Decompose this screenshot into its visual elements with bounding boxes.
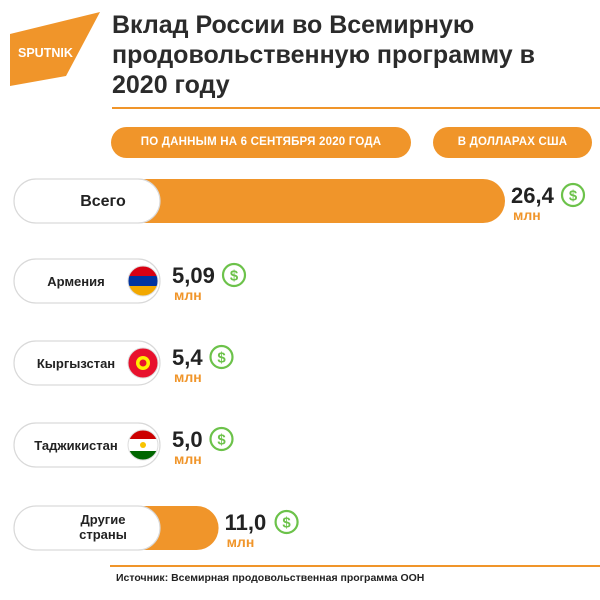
dollar-circle-icon [209, 426, 234, 452]
value-label-4: 11,0 [225, 510, 267, 535]
logo-shape [10, 12, 100, 86]
currency-badge: В ДОЛЛАРАХ США [433, 127, 592, 158]
category-pill-2 [13, 340, 161, 386]
tajikistan-flag-icon [127, 429, 159, 461]
category-label-1: Армения [47, 274, 104, 289]
category-pill-4 [13, 505, 161, 551]
armenia-flag-icon [127, 265, 159, 297]
kyrgyzstan-flag-icon [127, 347, 159, 379]
dollar-circle-icon [560, 182, 586, 208]
title-divider [112, 107, 600, 109]
date-badge: ПО ДАННЫМ НА 6 СЕНТЯБРЯ 2020 ГОДА [111, 127, 411, 158]
category-label-3: Таджикистан [34, 438, 117, 453]
dollar-sign-icon: $ [217, 350, 226, 367]
unit-label-0: млн [513, 207, 541, 223]
dollar-sign-icon: $ [569, 188, 578, 205]
dollar-circle-icon [274, 509, 299, 535]
dollar-sign-icon: $ [282, 515, 291, 532]
category-pill-3 [13, 422, 161, 468]
sputnik-logo: SPUTNIK [10, 12, 100, 86]
page-title: Вклад России во Всемирную продовольствен… [112, 11, 535, 99]
dollar-sign-icon: $ [230, 268, 239, 285]
category-label-2: Кыргызстан [37, 356, 115, 371]
source-note: Источник: Всемирная продовольственная пр… [116, 572, 425, 584]
unit-label-3: млн [174, 451, 202, 467]
value-label-3: 5,0 [172, 427, 203, 452]
unit-label-2: млн [174, 369, 202, 385]
value-label-2: 5,4 [172, 345, 203, 370]
unit-label-1: млн [174, 287, 202, 303]
dollar-circle-icon [221, 262, 247, 288]
dollar-circle-icon [209, 344, 234, 370]
value-label-1: 5,09 [172, 263, 215, 288]
footer-divider [110, 565, 600, 567]
logo-text: SPUTNIK [18, 46, 73, 60]
category-label-0: Всего [80, 193, 126, 210]
dollar-sign-icon: $ [217, 432, 226, 449]
value-label-0: 26,4 [511, 183, 555, 208]
unit-label-4: млн [227, 534, 255, 550]
category-pill-0 [13, 178, 161, 224]
category-pill-1 [13, 258, 161, 304]
category-label-4: Другие страны [79, 512, 127, 542]
